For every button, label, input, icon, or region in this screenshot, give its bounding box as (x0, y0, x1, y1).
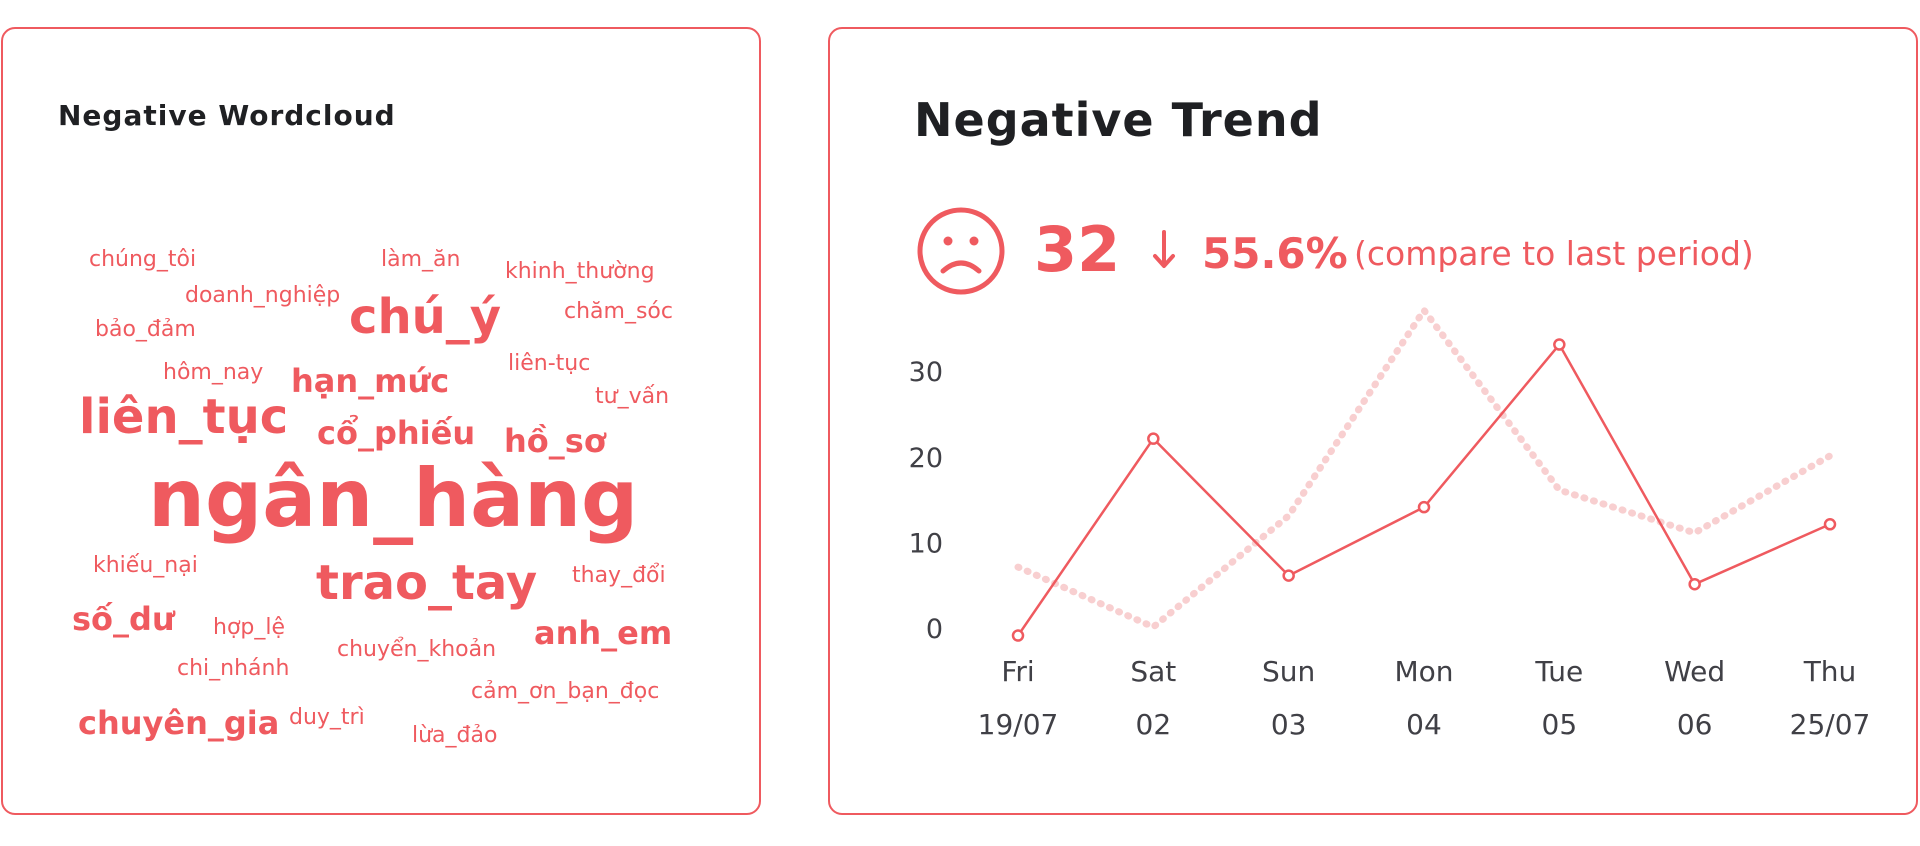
trend-line-chart: 0 10 20 30 Fri 19/07 Sat 02 Sun 03 Mon 04 Tue 05 Wed 06… (909, 306, 1871, 741)
y-tick-label: 20 (909, 443, 943, 474)
wordcloud-word: chúng_tôi (89, 247, 197, 272)
wordcloud-word: chuyên_gia (78, 704, 280, 742)
wordcloud-card: Negative Wordcloud chúng_tôi làm_ăn khinh_… (1, 27, 761, 815)
compare-note: (compare to last period) (1354, 234, 1754, 273)
wordcloud-word: làm_ăn (381, 247, 461, 272)
wordcloud-word: khiếu_nại (93, 553, 198, 578)
wordcloud-word: hồ_sơ (504, 422, 606, 460)
x-tick-label: Thu (1803, 655, 1857, 688)
wordcloud-word: hôm_nay (163, 360, 264, 385)
wordcloud-word: lừa_đảo (412, 723, 498, 748)
data-point (1823, 518, 1837, 531)
wordcloud-word: chăm_sóc (564, 299, 673, 324)
wordcloud-title: Negative Wordcloud (58, 99, 396, 132)
wordcloud-word: ngân_hàng (148, 452, 639, 545)
trend-card: Negative Trend 32 55.6% (compare to last… (828, 27, 1918, 815)
wordcloud-word: chi_nhánh (177, 656, 290, 681)
series-line-current (1016, 343, 1831, 637)
series-line-previous (1014, 306, 1834, 631)
x-tick-sublabel: 06 (1677, 708, 1713, 741)
y-tick-label: 30 (909, 357, 943, 388)
data-point (1417, 500, 1431, 514)
sad-face-icon (917, 207, 1005, 295)
x-tick-sublabel: 19/07 (978, 708, 1059, 741)
wordcloud-word: cảm_ơn_bạn_đọc (471, 679, 660, 704)
wordcloud-word: hợp_lệ (213, 615, 286, 640)
y-tick-label: 10 (909, 528, 943, 559)
data-point (1011, 629, 1025, 642)
arrow-down-icon (1153, 230, 1175, 268)
change-percentage: 55.6% (1202, 229, 1348, 278)
wordcloud-word: anh_em (534, 614, 673, 652)
x-tick-sublabel: 25/07 (1790, 708, 1871, 741)
negative-count: 32 (1034, 213, 1121, 286)
wordcloud-word: số_dư (72, 600, 175, 638)
wordcloud-word: liên_tục (79, 389, 289, 445)
trend-title: Negative Trend (914, 93, 1323, 147)
x-tick-sublabel: 02 (1136, 708, 1172, 741)
wordcloud-word: chú_ý (349, 289, 502, 345)
x-tick-sublabel: 03 (1271, 708, 1307, 741)
x-tick-label: Tue (1534, 655, 1583, 688)
wordcloud-word: trao_tay (316, 555, 538, 611)
wordcloud-word: duy_trì (289, 705, 365, 730)
wordcloud-word: khinh_thường (505, 259, 655, 284)
wordcloud-word: tư_vấn (595, 384, 670, 409)
x-tick-label: Wed (1664, 655, 1725, 688)
wordcloud: chúng_tôi làm_ăn khinh_thường doanh_nghiệp c… (3, 29, 759, 813)
wordcloud-word: thay_đổi (572, 563, 666, 588)
x-tick-label: Sun (1262, 655, 1315, 688)
x-tick-label: Mon (1394, 655, 1453, 688)
wordcloud-word: cổ_phiếu (317, 414, 476, 452)
data-point (1688, 577, 1701, 591)
wordcloud-word: hạn_mức (291, 362, 450, 400)
wordcloud-word: doanh_nghiệp (185, 283, 341, 308)
data-point (1553, 338, 1566, 351)
x-tick-sublabel: 04 (1406, 708, 1442, 741)
wordcloud-word: liên-tục (508, 351, 591, 376)
data-point (1282, 569, 1295, 582)
data-point (1147, 432, 1160, 445)
x-tick-sublabel: 05 (1542, 708, 1578, 741)
wordcloud-word: chuyển_khoản (337, 637, 497, 662)
y-tick-label: 0 (926, 614, 943, 645)
wordcloud-word: bảo_đảm (95, 317, 196, 342)
x-tick-label: Sat (1130, 655, 1176, 688)
x-tick-label: Fri (1001, 655, 1034, 688)
